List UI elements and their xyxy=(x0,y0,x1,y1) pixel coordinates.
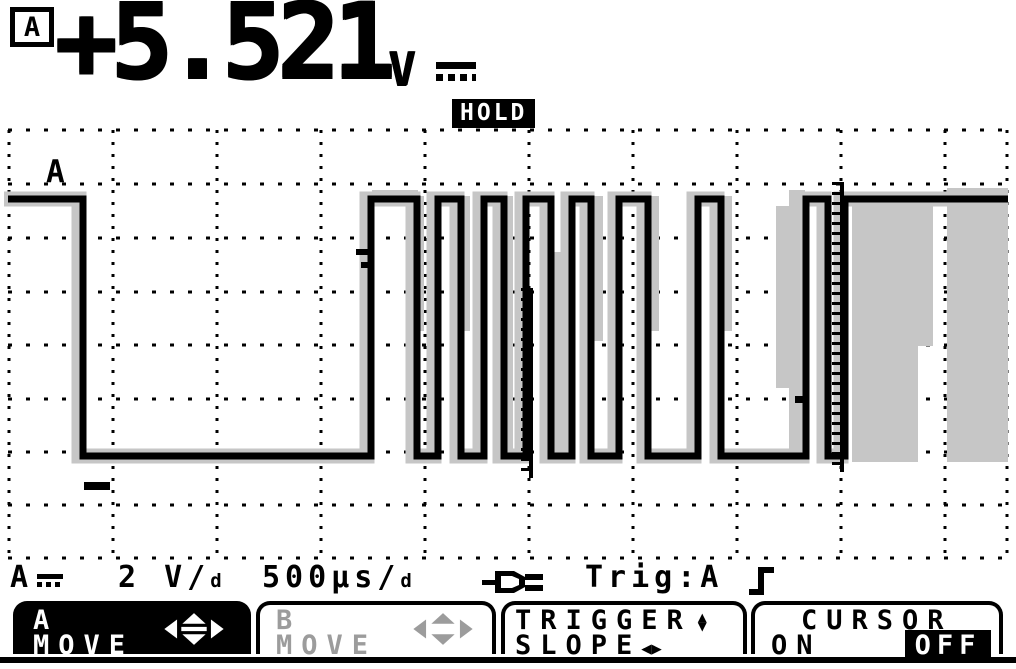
envelope-region xyxy=(650,196,659,331)
trigger-marker-tick xyxy=(832,282,841,285)
trigger-marker-tick xyxy=(832,222,841,225)
power-plug-icon xyxy=(482,571,543,593)
softkey-baseline xyxy=(0,657,1016,663)
trigger-marker-tick xyxy=(832,302,841,305)
trigger-marker-tick xyxy=(832,412,841,415)
glitch-mark xyxy=(356,249,372,255)
move-4way-icon-disabled xyxy=(413,613,473,645)
trigger-marker-tick xyxy=(832,262,841,265)
left-right-arrows-icon: ◀▶ xyxy=(641,639,662,659)
envelope-region xyxy=(505,196,513,458)
envelope-region xyxy=(852,196,918,462)
trigger-marker-tick xyxy=(832,232,841,235)
softkey-cursor[interactable]: CURSOR ON OFF xyxy=(751,601,1003,661)
cursor-option-on: ON xyxy=(771,630,822,661)
envelope-region xyxy=(592,196,603,341)
trigger-marker-tick xyxy=(832,462,841,465)
trigger-marker-tick xyxy=(832,322,841,325)
envelope-region xyxy=(461,196,470,331)
channel-a-badge-letter: A xyxy=(23,11,41,43)
trigger-marker-tick xyxy=(832,382,841,385)
softkey-b-move-line2: MOVE xyxy=(276,630,378,661)
dc-coupling-icon xyxy=(436,62,476,81)
envelope-region xyxy=(918,196,933,346)
trigger-marker-tick xyxy=(832,312,841,315)
status-channel: A xyxy=(10,561,64,595)
trigger-marker-tick xyxy=(832,432,841,435)
status-time-per-div: 500µs/d xyxy=(262,560,412,595)
main-reading-unit: V xyxy=(388,42,416,96)
softkey-slope-label: SLOPE xyxy=(515,630,642,661)
trigger-marker-tick xyxy=(832,192,841,195)
main-reading-value: +5.521 xyxy=(54,0,395,102)
trigger-marker-tick xyxy=(832,342,841,345)
softkey-a-move-line2: MOVE xyxy=(33,630,135,661)
trigger-marker-tick xyxy=(832,422,841,425)
trigger-marker-tick xyxy=(832,292,841,295)
channel-a-badge: A xyxy=(10,7,54,47)
trigger-marker-tick xyxy=(832,272,841,275)
trigger-marker-tick xyxy=(832,352,841,355)
move-4way-icon xyxy=(164,613,224,645)
trigger-marker-tick xyxy=(832,182,841,185)
envelope-region xyxy=(776,206,790,388)
softkey-b-move-line1: B xyxy=(276,605,302,636)
trigger-marker-tick xyxy=(832,242,841,245)
ground-level-marker xyxy=(84,482,110,490)
softkey-trigger-label: TRIGGER xyxy=(515,605,692,636)
status-trigger: Trig:A xyxy=(585,560,724,595)
trigger-marker-tick xyxy=(832,372,841,375)
status-volts-per-div: 2 V/d xyxy=(118,560,222,595)
glitch-mark xyxy=(795,396,809,403)
envelope-region xyxy=(723,196,732,331)
envelope-region xyxy=(947,188,1008,462)
trigger-marker-tick xyxy=(832,362,841,365)
softkey-a-move-line1: A xyxy=(33,605,59,636)
trigger-marker-tick xyxy=(832,402,841,405)
glitch-mark xyxy=(361,262,372,268)
trigger-marker-tick xyxy=(521,468,530,471)
softkey-trigger-slope[interactable]: TRIGGER ▲ ▼ SLOPE ◀▶ xyxy=(501,601,747,659)
trigger-marker-tick xyxy=(832,212,841,215)
softkey-cursor-title: CURSOR xyxy=(801,605,953,636)
trace-a-label: A xyxy=(46,154,67,190)
up-down-arrows-icon: ▲ ▼ xyxy=(697,607,707,635)
cursor-option-off-selected: OFF xyxy=(904,630,992,661)
hold-badge: HOLD xyxy=(452,99,536,128)
softkey-b-move[interactable]: B MOVE xyxy=(256,601,496,659)
trigger-marker-tick xyxy=(832,202,841,205)
trigger-marker-tick xyxy=(832,392,841,395)
trigger-marker-tick xyxy=(832,442,841,445)
trigger-marker-tick xyxy=(832,332,841,335)
envelope-region xyxy=(554,252,565,458)
trace-a xyxy=(8,195,1008,460)
trigger-marker-tick xyxy=(832,252,841,255)
dc-coupling-mini-icon xyxy=(37,574,64,587)
softkey-a-move[interactable]: A MOVE xyxy=(13,601,251,659)
trigger-slope-rising-icon xyxy=(749,567,774,595)
